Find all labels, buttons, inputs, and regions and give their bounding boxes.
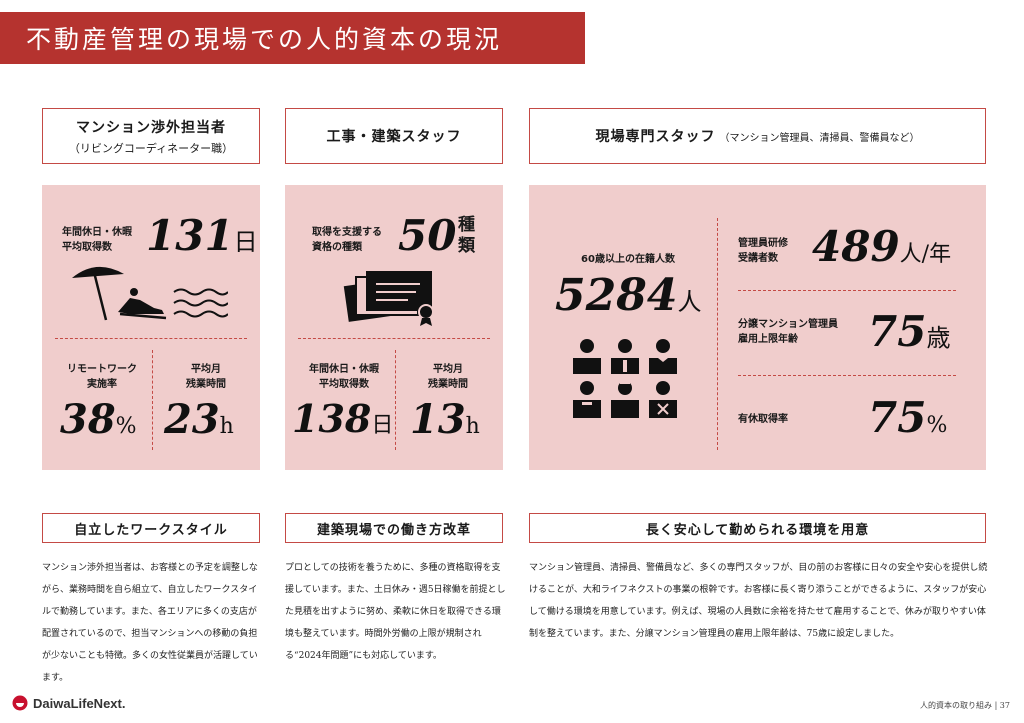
section-title-c2: 建築現場での働き方改革 <box>285 513 503 543</box>
panel-condo-liaison <box>42 185 260 470</box>
divider-c2 <box>298 338 490 339</box>
section-title-c3: 長く安心して勤められる環境を用意 <box>529 513 986 543</box>
value-annual-leave-c2: 138日 <box>292 396 394 441</box>
label-over60-staff: 60歳以上の在籍人数 <box>581 254 675 265</box>
value-over60-staff: 5284人 <box>555 270 702 321</box>
header-construction-staff: 工事・建築スタッフ <box>285 108 503 164</box>
header-onsite-staff-title: 現場専門スタッフ <box>595 129 716 145</box>
company-logo: DaiwaLifeNext. <box>12 695 125 711</box>
header-condo-liaison-title: マンション渉外担当者 <box>76 119 226 136</box>
body-text-c3: マンション管理員、清掃員、警備員など、多くの専門スタッフが、目の前のお客様に日々… <box>529 563 988 639</box>
divider-c3-1 <box>738 290 956 291</box>
value-overtime-c2: 13h <box>410 396 480 443</box>
label-max-age: 分譲マンション管理員 雇用上限年齢 <box>738 319 838 345</box>
header-condo-liaison-subtitle: （リビングコーディネーター職） <box>68 141 234 155</box>
value-annual-leave-c1: 131日 <box>146 211 258 260</box>
value-paid-leave: 75% <box>868 393 948 442</box>
value-training: 489人/年 <box>812 222 952 271</box>
value-remote-work: 38% <box>60 396 137 443</box>
staff-group-icon <box>573 339 677 418</box>
value-certifications: 50 <box>398 211 457 260</box>
header-construction-staff-title: 工事・建築スタッフ <box>326 129 462 145</box>
divider-c1 <box>55 338 247 339</box>
unit-certifications: 種類 <box>458 215 475 256</box>
label-overtime-c2: 平均月 残業時間 <box>428 364 468 390</box>
divider-c2-vertical <box>395 350 396 450</box>
label-remote-work: リモートワーク 実施率 <box>67 364 137 390</box>
certificate-icon <box>343 271 434 326</box>
divider-c3-vertical <box>717 218 718 450</box>
label-training: 管理員研修 受講者数 <box>738 238 788 264</box>
label-annual-leave-c2: 年間休日・休暇 平均取得数 <box>309 364 379 390</box>
divider-c3-2 <box>738 375 956 376</box>
label-paid-leave: 有休取得率 <box>738 414 788 425</box>
page-footer: 人的資本の取り組み | 37 <box>920 701 1010 710</box>
value-overtime-c1: 23h <box>164 396 234 443</box>
logo-text: DaiwaLifeNext. <box>33 695 126 711</box>
page-title: 不動産管理の現場での人的資本の現況 <box>0 12 585 64</box>
label-certifications: 取得を支援する 資格の種類 <box>312 227 382 253</box>
label-overtime-c1: 平均月 残業時間 <box>186 364 226 390</box>
label-annual-leave-c1: 年間休日・休暇 平均取得数 <box>62 227 132 253</box>
header-onsite-staff-subtitle: （マンション管理員、清掃員、警備員など） <box>719 133 920 144</box>
body-text-c1: マンション渉外担当者は、お客様との予定を調整しながら、業務時間を自ら組立て、自立… <box>42 563 258 683</box>
panel-construction-staff <box>285 185 503 470</box>
section-title-c1: 自立したワークスタイル <box>42 513 260 543</box>
logo-mark-icon <box>12 695 28 711</box>
waves-icon <box>173 288 228 318</box>
body-text-c2: プロとしての技術を養うために、多種の資格取得を支援しています。また、土日休み・週… <box>285 563 506 661</box>
header-condo-liaison: マンション渉外担当者 （リビングコーディネーター職） <box>42 108 260 164</box>
value-max-age: 75歳 <box>868 307 951 356</box>
panel-onsite-staff <box>529 185 986 470</box>
divider-c1-vertical <box>152 350 153 450</box>
header-onsite-staff: 現場専門スタッフ （マンション管理員、清掃員、警備員など） <box>529 108 986 164</box>
beach-umbrella-icon <box>72 266 167 321</box>
